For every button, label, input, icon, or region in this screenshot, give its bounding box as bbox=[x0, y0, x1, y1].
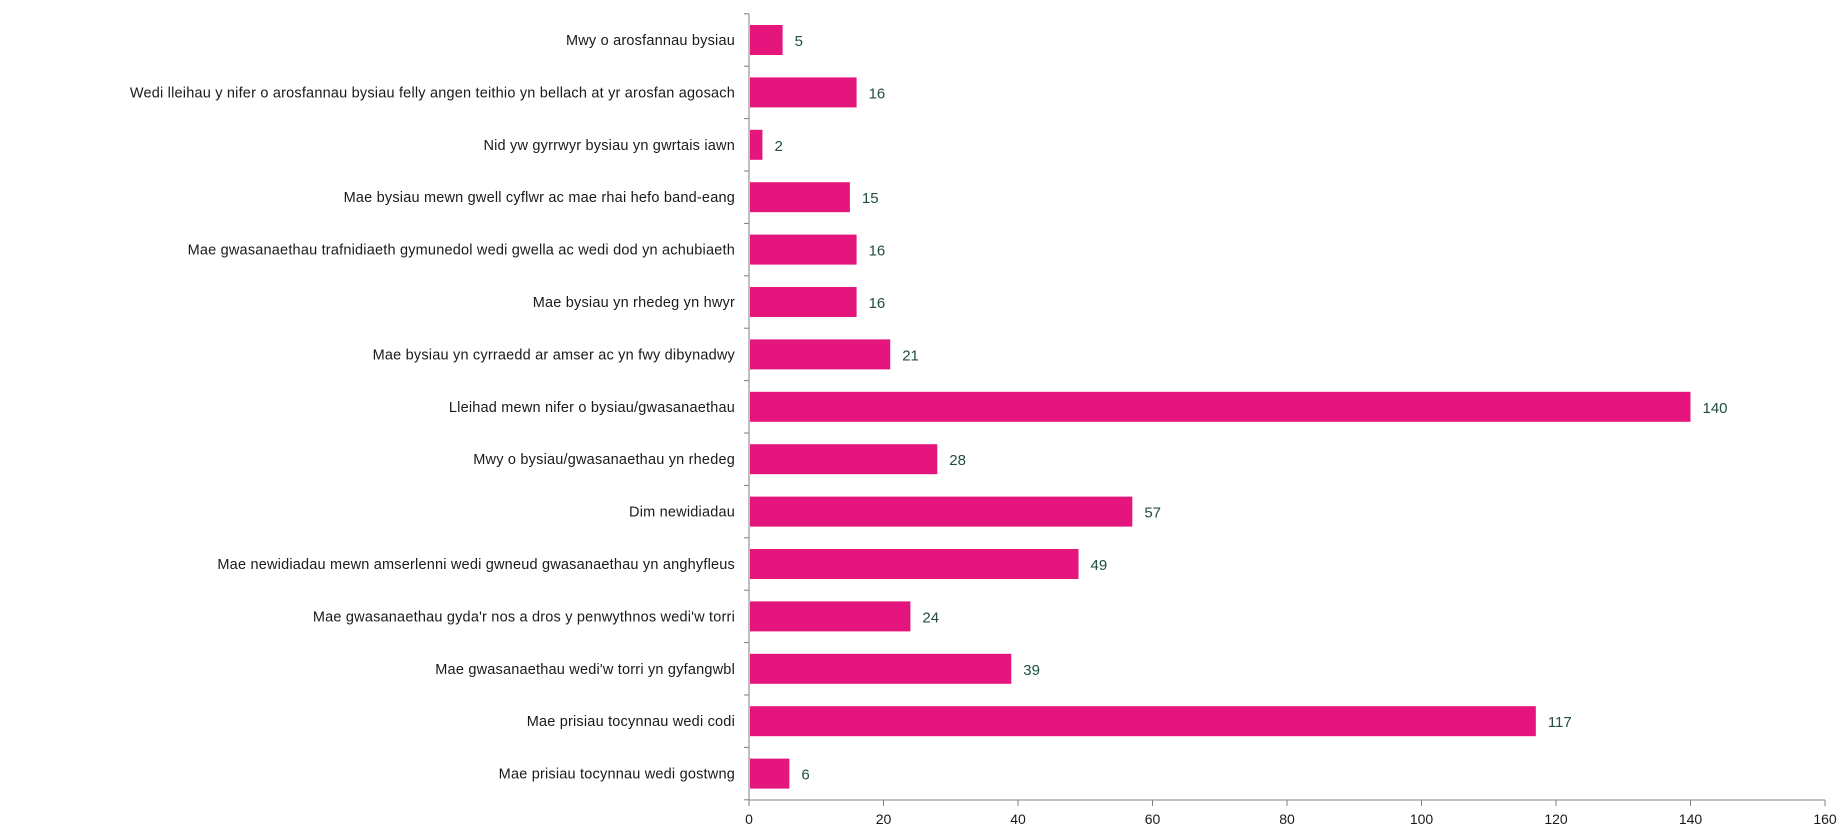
bar bbox=[750, 339, 891, 370]
category-label: Mae prisiau tocynnau wedi gostwng bbox=[499, 767, 735, 783]
data-label: 16 bbox=[869, 85, 886, 102]
bar bbox=[750, 234, 857, 265]
bar bbox=[750, 758, 790, 789]
data-label: 15 bbox=[862, 190, 879, 207]
data-label: 117 bbox=[1548, 714, 1572, 731]
x-tick-label: 140 bbox=[1679, 811, 1703, 827]
x-tick-label: 100 bbox=[1410, 811, 1434, 827]
category-label: Dim newidiadau bbox=[629, 505, 735, 521]
bar bbox=[750, 287, 857, 317]
category-label: Wedi lleihau y nifer o arosfannau bysiau… bbox=[130, 85, 735, 101]
x-tick-label: 60 bbox=[1145, 811, 1161, 827]
data-label: 6 bbox=[801, 767, 809, 784]
bar bbox=[750, 182, 850, 213]
bar bbox=[750, 77, 857, 108]
bar bbox=[750, 25, 783, 55]
x-tick-label: 0 bbox=[745, 811, 753, 827]
data-label: 2 bbox=[774, 138, 782, 155]
data-label: 5 bbox=[795, 33, 803, 50]
axis-layer: 0 20 40 60 80 100 120 140 160 bbox=[744, 13, 1837, 827]
x-tick-label: 40 bbox=[1010, 811, 1026, 827]
category-label: Mae bysiau mewn gwell cyflwr ac mae rhai… bbox=[344, 190, 735, 206]
x-tick-label: 80 bbox=[1279, 811, 1295, 827]
category-label: Mae bysiau yn cyrraedd ar amser ac yn fw… bbox=[373, 347, 736, 363]
data-label: 16 bbox=[869, 243, 886, 260]
data-label: 16 bbox=[869, 295, 886, 312]
data-label: 21 bbox=[902, 347, 919, 364]
x-tick-label: 20 bbox=[876, 811, 892, 827]
data-label: 140 bbox=[1703, 400, 1728, 417]
data-label: 39 bbox=[1023, 662, 1040, 679]
bar bbox=[750, 601, 911, 632]
bar bbox=[750, 391, 1691, 422]
data-label: 57 bbox=[1144, 505, 1161, 522]
bar bbox=[750, 444, 938, 475]
bar bbox=[750, 706, 1536, 737]
labels-layer: Mwy o arosfannau bysiau 5 Wedi lleihau y n… bbox=[130, 33, 1728, 784]
data-label: 28 bbox=[949, 452, 966, 469]
category-label: Mae gwasanaethau trafnidiaeth gymunedol … bbox=[188, 243, 735, 259]
category-label: Mae prisiau tocynnau wedi codi bbox=[527, 714, 735, 730]
x-tick-label: 160 bbox=[1813, 811, 1837, 827]
category-label: Mwy o arosfannau bysiau bbox=[566, 33, 735, 49]
category-label: Nid yw gyrrwyr bysiau yn gwrtais iawn bbox=[483, 138, 735, 154]
bars-layer bbox=[750, 25, 1691, 789]
bar bbox=[750, 129, 763, 160]
category-label: Lleihad mewn nifer o bysiau/gwasanaethau bbox=[449, 400, 735, 416]
bar bbox=[750, 496, 1133, 527]
category-label: Mae gwasanaethau wedi'w torri yn gyfangw… bbox=[435, 662, 735, 678]
category-label: Mae newidiadau mewn amserlenni wedi gwne… bbox=[217, 557, 735, 573]
data-label: 49 bbox=[1091, 557, 1108, 574]
bar bbox=[750, 549, 1079, 579]
category-label: Mae gwasanaethau gyda'r nos a dros y pen… bbox=[313, 609, 735, 625]
bar bbox=[750, 653, 1012, 684]
x-tick-label: 120 bbox=[1544, 811, 1568, 827]
category-label: Mae bysiau yn rhedeg yn hwyr bbox=[533, 295, 735, 311]
data-label: 24 bbox=[922, 609, 939, 626]
category-label: Mwy o bysiau/gwasanaethau yn rhedeg bbox=[473, 452, 735, 468]
